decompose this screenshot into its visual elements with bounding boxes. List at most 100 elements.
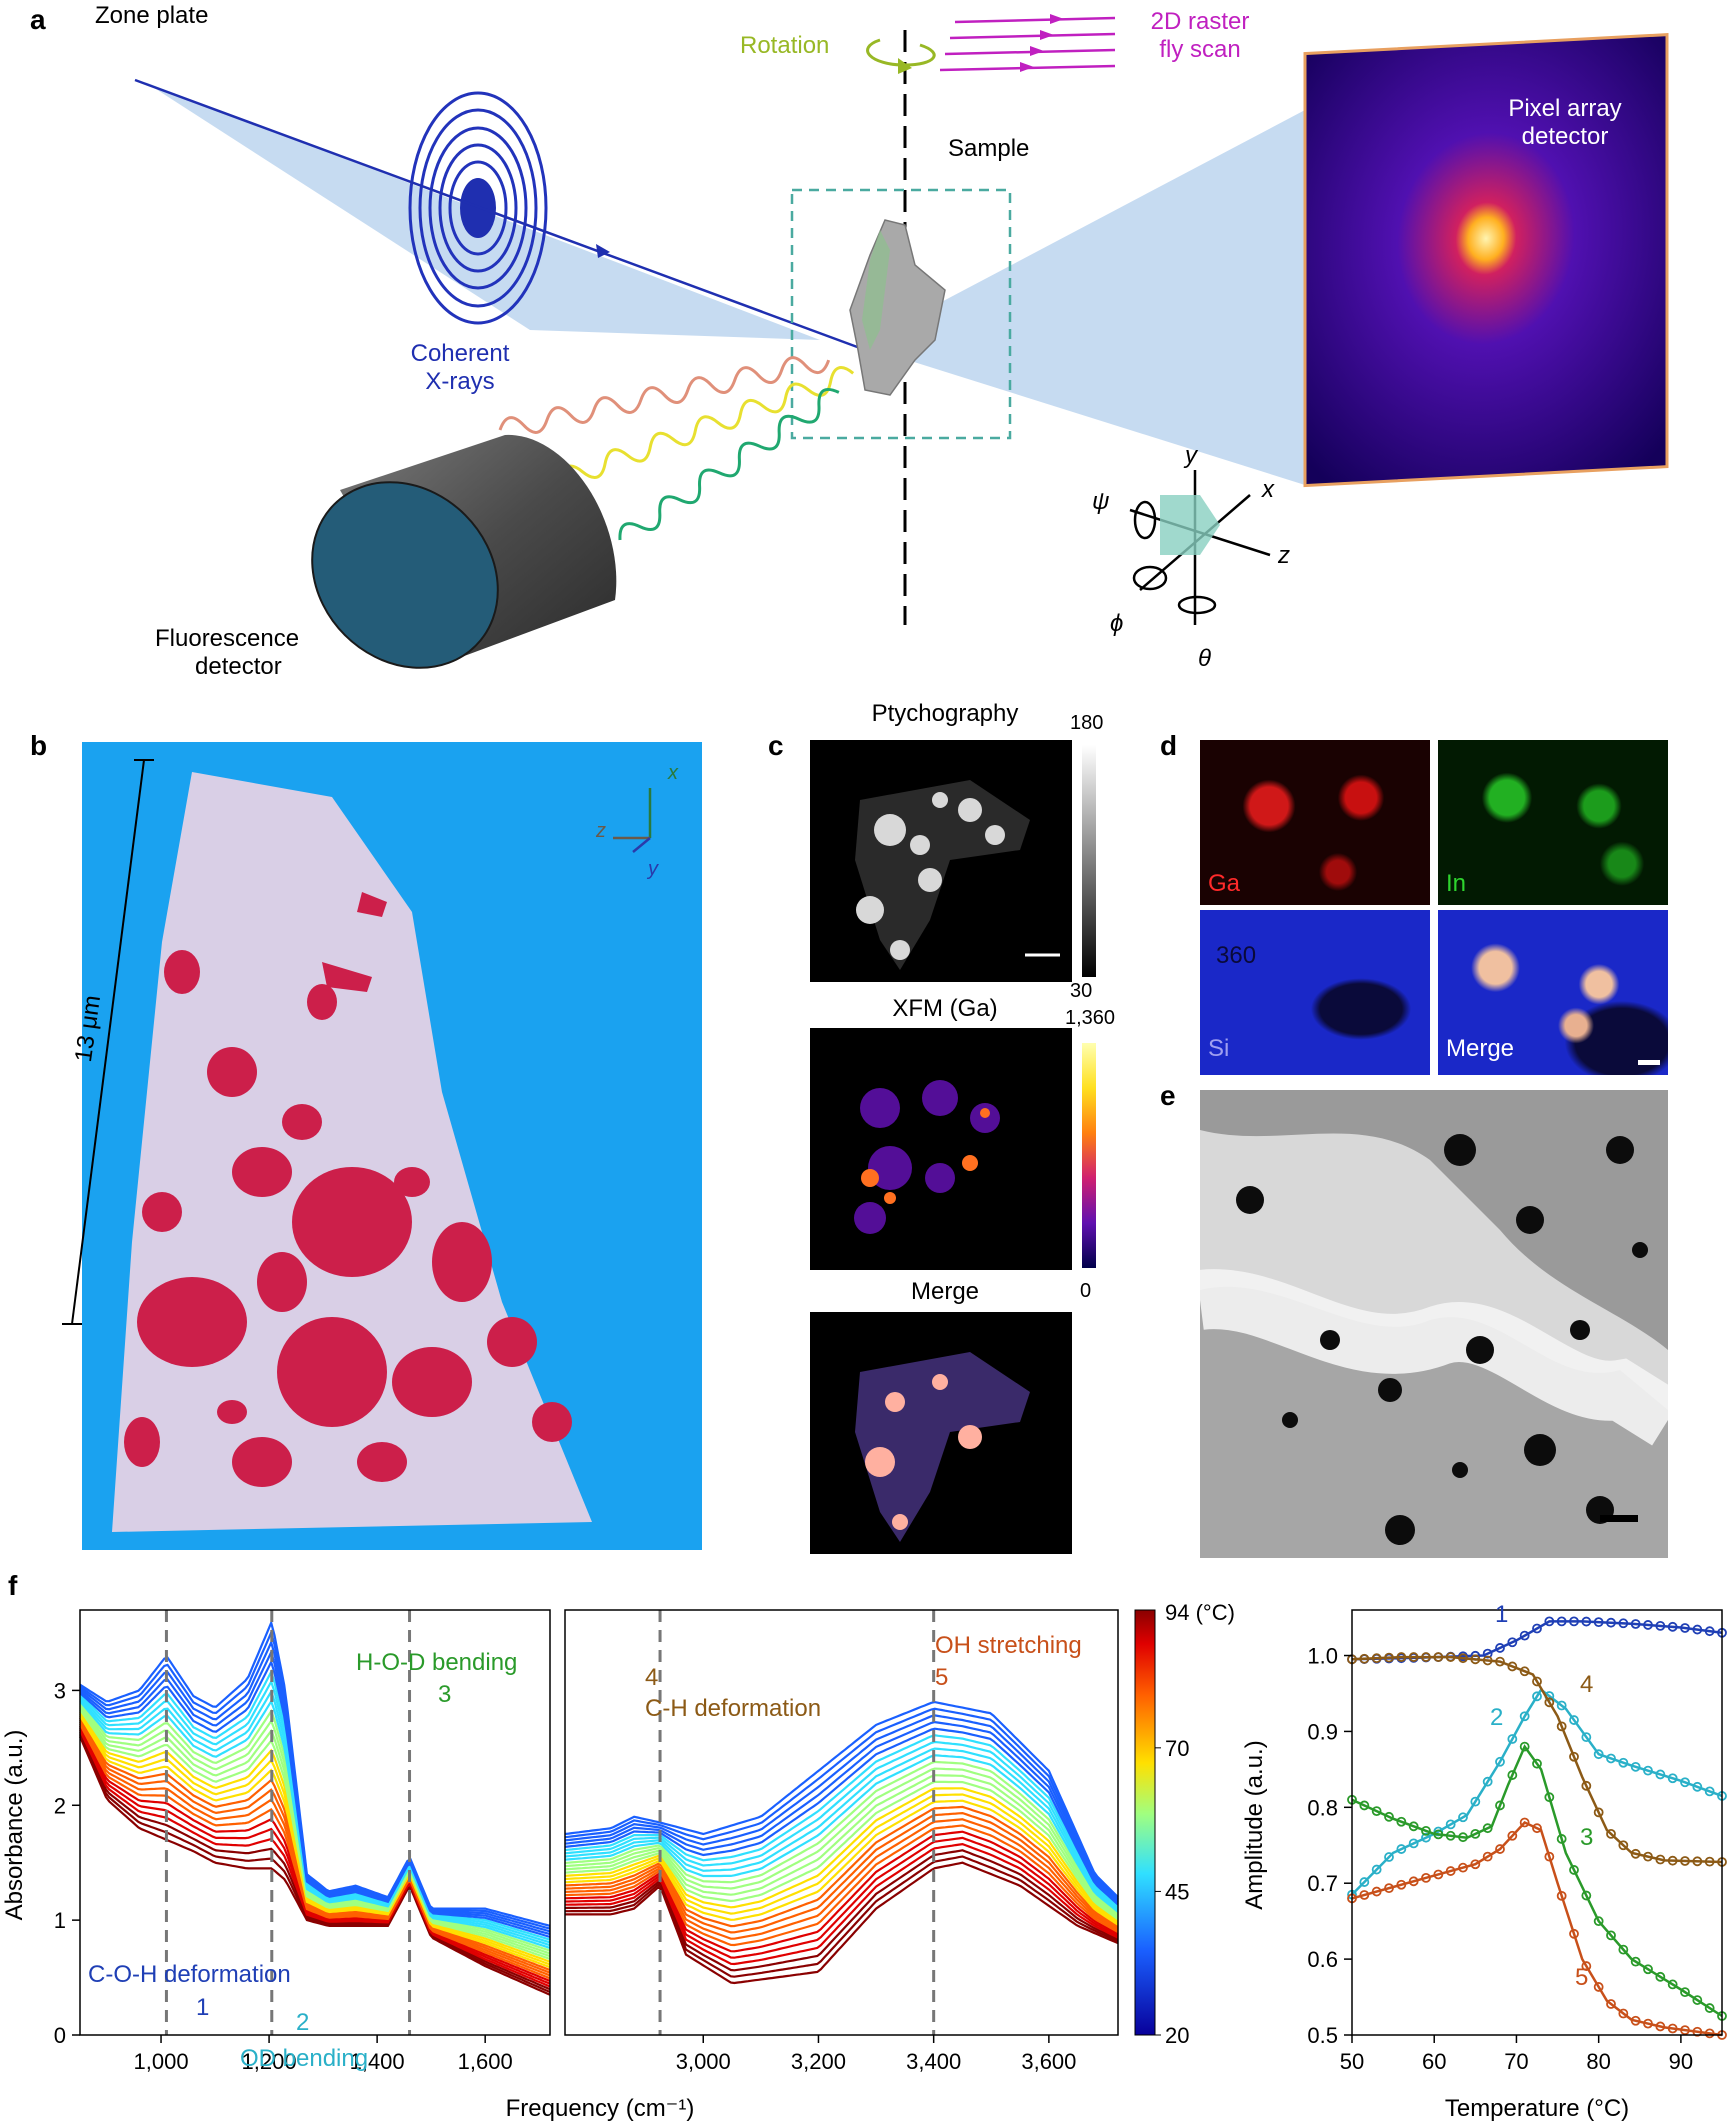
- amplitude-point-5: [1680, 2025, 1690, 2036]
- amplitude-point-2: [1680, 1777, 1690, 1788]
- amplitude-point-2: [1470, 1796, 1481, 1807]
- amplitude-point-4: [1581, 1780, 1592, 1791]
- spectrum-line: [565, 1855, 1119, 1978]
- sample-box: [790, 188, 1012, 440]
- amplitude-point-2: [1384, 1852, 1394, 1862]
- spectrum-line: [564, 1734, 1119, 1908]
- fluorescence-detector-icon: [311, 434, 617, 669]
- amplitude-point-5: [1667, 2023, 1678, 2034]
- spectrum-line: [564, 1700, 1119, 1898]
- amplitude-point-5: [1618, 2008, 1629, 2019]
- tile-merge: [1438, 910, 1668, 1075]
- amplitude-point-3: [1482, 1823, 1493, 1834]
- amplitude-point-4: [1408, 1652, 1419, 1662]
- ptycho-image: [810, 740, 1072, 982]
- amplitude-line-1: [1351, 1620, 1723, 1661]
- amplitude-point-4: [1569, 1751, 1579, 1762]
- amplitude-point-2: [1495, 1756, 1505, 1767]
- amplitude-point-2: [1421, 1832, 1431, 1843]
- amplitude-point-5: [1704, 2028, 1715, 2039]
- amp-series-label-4: 4: [1580, 1671, 1593, 1698]
- x-tick-label: 3,200: [791, 2049, 846, 2074]
- ptycho-colorbar: [1082, 745, 1096, 977]
- amplitude-point-1: [1532, 1623, 1542, 1634]
- tile-in: [1438, 740, 1668, 905]
- x-tick-label: 3,400: [906, 2049, 961, 2074]
- amplitude-point-2: [1667, 1773, 1678, 1784]
- spectrum-line: [564, 1830, 1119, 1953]
- colorbar-tick-label: 70: [1165, 1736, 1189, 1761]
- amplitude-point-5: [1433, 1869, 1444, 1880]
- orientation-axes-icon: [613, 788, 652, 853]
- amplitude-point-1: [1606, 1617, 1616, 1628]
- amplitude-line-3: [1351, 1744, 1723, 2018]
- amplitude-point-3: [1408, 1821, 1419, 1832]
- spectrum-line: [79, 1710, 551, 1963]
- tomogram-svg: [112, 772, 592, 1532]
- zone-plate-label: Zone plate: [95, 2, 209, 29]
- spectrum-line: [564, 1799, 1119, 1926]
- annotation-5: 5: [935, 1664, 948, 1691]
- zone-plate-icon: [408, 91, 548, 325]
- x-tick-label: 1,600: [458, 2049, 513, 2074]
- amplitude-point-3: [1507, 1770, 1518, 1780]
- annotation-ch: C-H deformation: [645, 1695, 821, 1722]
- amplitude-point-4: [1630, 1848, 1641, 1859]
- fluorescence-wave-2: [558, 366, 855, 481]
- colorbar-max: 94 (°C): [1165, 1600, 1235, 1625]
- spectrum-line: [79, 1698, 551, 1949]
- amplitude-point-2: [1643, 1765, 1653, 1776]
- amplitude-point-3: [1433, 1829, 1444, 1840]
- scale-bar-13um: [62, 759, 154, 1325]
- amplitude-point-4: [1445, 1652, 1456, 1662]
- spectra-charts: 1,000 1,200 1,400 1,600 0 1 2 3 3,000 3,200 3,400 3…: [1, 1600, 1727, 2122]
- amp-y-tick-label: 0.7: [1307, 1871, 1338, 1896]
- spectrum-line: [564, 1787, 1119, 1922]
- amplitude-point-5: [1507, 1830, 1518, 1841]
- amplitude-point-3: [1569, 1865, 1579, 1875]
- amplitude-point-4: [1421, 1652, 1431, 1662]
- ptycho-bar-max: 180: [1070, 712, 1104, 734]
- amplitude-point-1: [1655, 1620, 1666, 1631]
- amplitude-point-1: [1569, 1616, 1579, 1627]
- panel-label-b: b: [30, 730, 48, 761]
- panel-a: a: [0, 0, 1728, 690]
- spectrum-line: [564, 1714, 1119, 1902]
- amp-frame: [1351, 1609, 1723, 2036]
- amplitude-point-3: [1643, 1964, 1653, 1975]
- amplitude-point-2: [1606, 1753, 1616, 1764]
- amplitude-point-4: [1556, 1721, 1567, 1732]
- amplitude-point-1: [1680, 1623, 1690, 1633]
- amplitude-point-1: [1581, 1616, 1592, 1627]
- y-axis-label: Absorbance (a.u.): [1, 1730, 28, 1921]
- amplitude-point-3: [1581, 1890, 1592, 1901]
- amplitude-point-3: [1458, 1832, 1468, 1843]
- spectrum-line: [78, 1731, 551, 1991]
- spectrum-line: [78, 1729, 551, 1988]
- annotation-od: OD bending: [240, 2045, 368, 2072]
- amp-y-tick-label: 1.0: [1307, 1644, 1338, 1669]
- tile-si-label: Si: [1208, 1035, 1230, 1062]
- amplitude-point-5: [1384, 1883, 1394, 1894]
- amplitude-point-4: [1606, 1828, 1616, 1839]
- spectrum-line: [564, 1849, 1119, 1972]
- tile-in-label: In: [1446, 870, 1467, 897]
- spectrum-line: [564, 1811, 1119, 1934]
- orient-y: y: [648, 858, 658, 880]
- amplitude-point-4: [1667, 1855, 1678, 1866]
- spectrum-line: [564, 1740, 1119, 1910]
- amplitude-point-4: [1371, 1653, 1382, 1664]
- fluorescence-wave-1: [498, 356, 831, 434]
- amplitude-point-3: [1618, 1944, 1629, 1955]
- amplitude-point-4: [1384, 1652, 1394, 1663]
- tile-si: [1200, 910, 1430, 1075]
- amplitude-point-3: [1532, 1758, 1542, 1769]
- amplitude-point-2: [1581, 1732, 1592, 1743]
- amplitude-point-4: [1458, 1653, 1468, 1664]
- spectrum-line: [564, 1747, 1119, 1911]
- fluorescence-detector-label: Fluorescence detector: [155, 625, 300, 680]
- amplitude-point-5: [1556, 1890, 1567, 1901]
- amp-x-tick-label: 80: [1586, 2049, 1610, 2074]
- spectrum-line: [565, 1861, 1119, 1985]
- amplitude-point-1: [1495, 1643, 1505, 1653]
